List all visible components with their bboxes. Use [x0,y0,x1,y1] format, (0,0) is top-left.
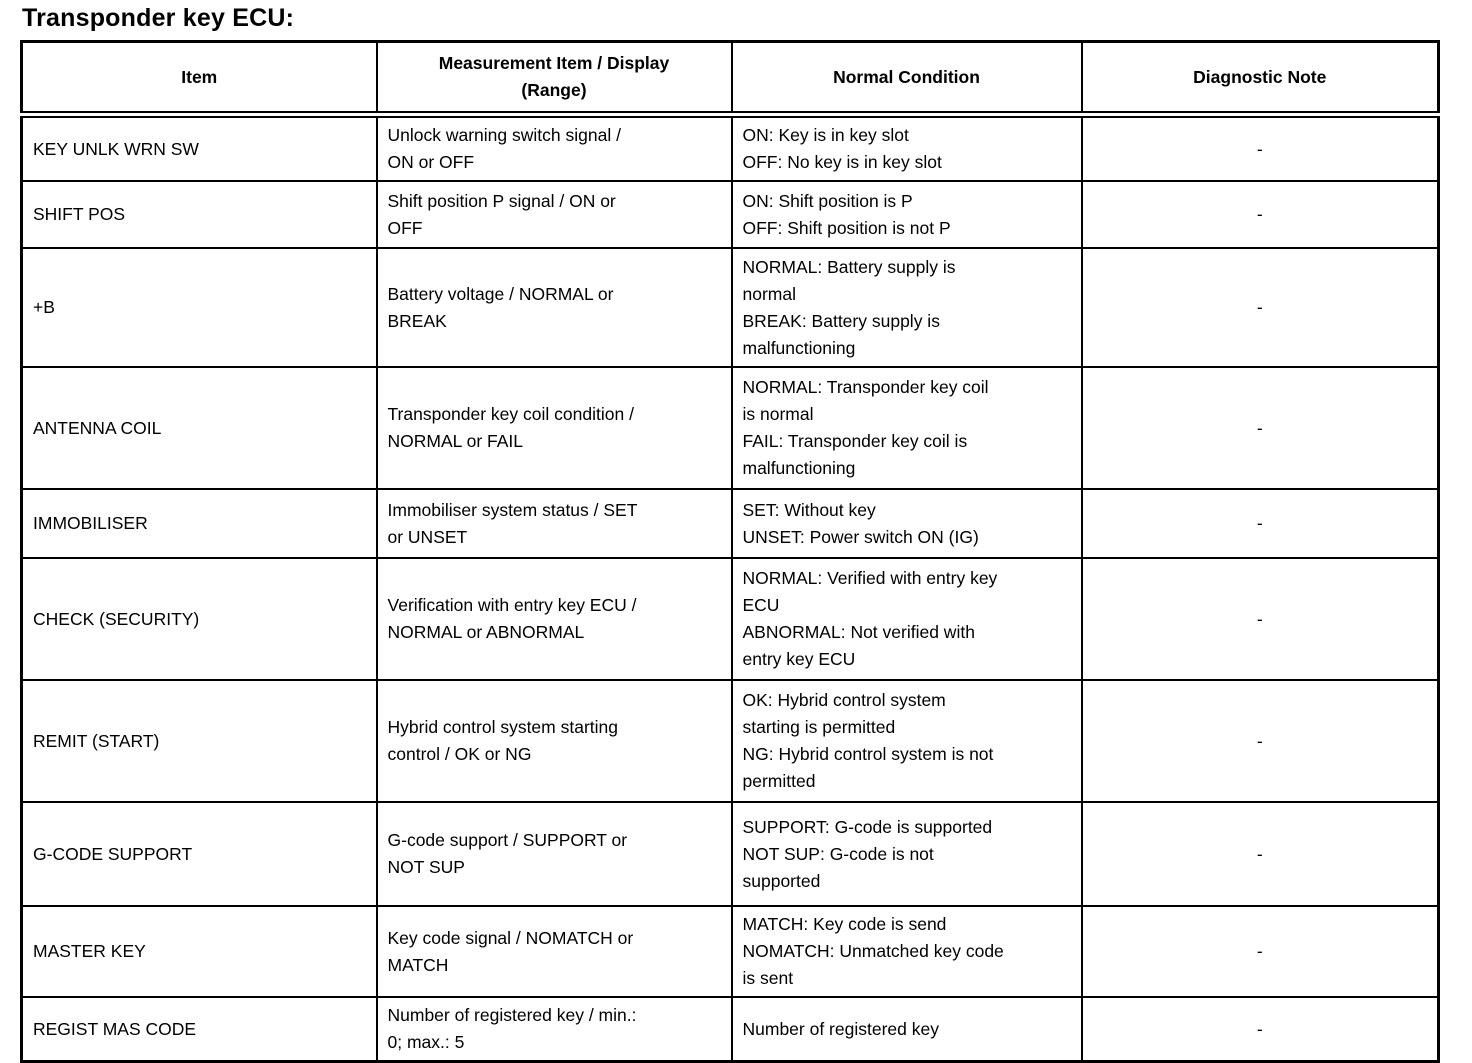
cell-condition: NORMAL: Transponder key coil is normal F… [730,366,1083,490]
table-row: ANTENNA COIL Transponder key coil condit… [20,366,1440,490]
cell-condition: MATCH: Key code is send NOMATCH: Unmatch… [730,905,1083,998]
cell-measurement: Unlock warning switch signal / ON or OFF [375,113,733,182]
cell-item: REMIT (START) [20,679,378,803]
cell-note: - [1080,113,1440,182]
cell-measurement: G-code support / SUPPORT or NOT SUP [375,801,733,907]
table-row: CHECK (SECURITY) Verification with entry… [20,557,1440,681]
cell-measurement: Number of registered key / min.: 0; max.… [375,996,733,1063]
cell-condition: ON: Key is in key slot OFF: No key is in… [730,113,1083,182]
cell-condition: SUPPORT: G-code is supported NOT SUP: G-… [730,801,1083,907]
cell-measurement: Hybrid control system starting control /… [375,679,733,803]
cell-item: IMMOBILISER [20,488,378,559]
cell-measurement: Battery voltage / NORMAL or BREAK [375,247,733,368]
cell-measurement: Immobiliser system status / SET or UNSET [375,488,733,559]
table-row: IMMOBILISER Immobiliser system status / … [20,488,1440,559]
cell-measurement: Shift position P signal / ON or OFF [375,180,733,249]
cell-item: KEY UNLK WRN SW [20,113,378,182]
cell-note: - [1080,801,1440,907]
cell-note: - [1080,996,1440,1063]
cell-item: ANTENNA COIL [20,366,378,490]
cell-note: - [1080,488,1440,559]
cell-note: - [1080,679,1440,803]
table-row: KEY UNLK WRN SW Unlock warning switch si… [20,113,1440,182]
cell-measurement: Verification with entry key ECU / NORMAL… [375,557,733,681]
cell-condition: NORMAL: Battery supply is normal BREAK: … [730,247,1083,368]
table-row: SHIFT POS Shift position P signal / ON o… [20,180,1440,249]
cell-item: G-CODE SUPPORT [20,801,378,907]
cell-condition: Number of registered key [730,996,1083,1063]
cell-condition: SET: Without key UNSET: Power switch ON … [730,488,1083,559]
cell-item: REGIST MAS CODE [20,996,378,1063]
table-row: REMIT (START) Hybrid control system star… [20,679,1440,803]
header-item: Item [20,40,378,118]
table-row: REGIST MAS CODE Number of registered key… [20,996,1440,1063]
cell-note: - [1080,366,1440,490]
cell-item: +B [20,247,378,368]
page-title: Transponder key ECU: [22,4,295,32]
cell-condition: ON: Shift position is P OFF: Shift posit… [730,180,1083,249]
table-row: MASTER KEY Key code signal / NOMATCH or … [20,905,1440,998]
cell-condition: NORMAL: Verified with entry key ECU ABNO… [730,557,1083,681]
cell-item: MASTER KEY [20,905,378,998]
cell-item: SHIFT POS [20,180,378,249]
transponder-key-ecu-table: Item Measurement Item / Display (Range) … [20,40,1440,1063]
cell-note: - [1080,905,1440,998]
cell-item: CHECK (SECURITY) [20,557,378,681]
cell-note: - [1080,557,1440,681]
table-row: G-CODE SUPPORT G-code support / SUPPORT … [20,801,1440,907]
header-note: Diagnostic Note [1080,40,1440,118]
header-row: Item Measurement Item / Display (Range) … [20,40,1440,118]
table-row: +B Battery voltage / NORMAL or BREAK NOR… [20,247,1440,368]
cell-note: - [1080,247,1440,368]
header-measurement: Measurement Item / Display (Range) [375,40,733,118]
header-condition: Normal Condition [730,40,1083,118]
cell-note: - [1080,180,1440,249]
cell-measurement: Transponder key coil condition / NORMAL … [375,366,733,490]
cell-condition: OK: Hybrid control system starting is pe… [730,679,1083,803]
cell-measurement: Key code signal / NOMATCH or MATCH [375,905,733,998]
